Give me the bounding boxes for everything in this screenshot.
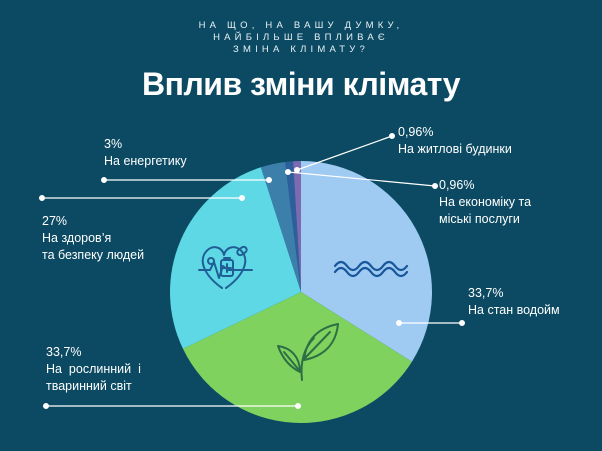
water-waves-icon <box>333 260 409 278</box>
label-flora-value: 33,7% <box>46 345 82 359</box>
label-housing-value: 0,96% <box>398 125 434 139</box>
leader-line-water <box>396 320 466 327</box>
label-health: 27% На здоров’я та безпеку людей <box>42 213 144 264</box>
chart-title: Вплив зміни клімату <box>142 66 461 102</box>
pie-slice-housing <box>293 161 301 292</box>
label-housing-text: На житлові будинки <box>398 142 512 156</box>
question-line-3: ЗМІНА КЛІМАТУ? <box>233 44 369 55</box>
pie-slice-energy <box>260 161 301 292</box>
pie-slice-health <box>169 167 301 349</box>
leader-line-energy <box>100 177 273 184</box>
label-health-value: 27% <box>42 214 68 228</box>
leader-line-flora <box>42 403 302 410</box>
label-water-value: 33,7% <box>468 286 504 300</box>
label-economy-value: 0,96% <box>439 178 475 192</box>
label-energy: 3% На енергетику <box>104 136 187 170</box>
label-economy-text: На економіку та міські послуги <box>439 195 532 226</box>
survey-question: НА ЩО, НА ВАШУ ДУМКУ, НАЙБІЛЬШЕ ВПЛИВАЄ … <box>0 20 602 56</box>
question-line-1: НА ЩО, НА ВАШУ ДУМКУ, <box>198 20 404 31</box>
pie-slice-economy <box>285 161 301 292</box>
leader-line-economy <box>285 169 439 190</box>
label-water-text: На стан водойм <box>468 303 560 317</box>
label-energy-value: 3% <box>104 137 123 151</box>
plant-leaves-icon <box>277 323 339 381</box>
leader-line-health <box>38 195 246 202</box>
label-flora: 33,7% На рослинний і тваринний світ <box>46 344 141 395</box>
label-housing: 0,96% На житлові будинки <box>398 124 512 158</box>
pie-slices <box>169 161 432 423</box>
label-water: 33,7% На стан водойм <box>468 285 560 319</box>
label-energy-text: На енергетику <box>104 154 187 168</box>
label-flora-text: На рослинний і тваринний світ <box>46 362 141 393</box>
health-heart-icon <box>198 245 253 289</box>
label-health-text: На здоров’я та безпеку людей <box>42 231 145 262</box>
question-line-2: НАЙБІЛЬШЕ ВПЛИВАЄ <box>213 32 389 43</box>
label-economy: 0,96% На економіку та міські послуги <box>439 177 531 228</box>
